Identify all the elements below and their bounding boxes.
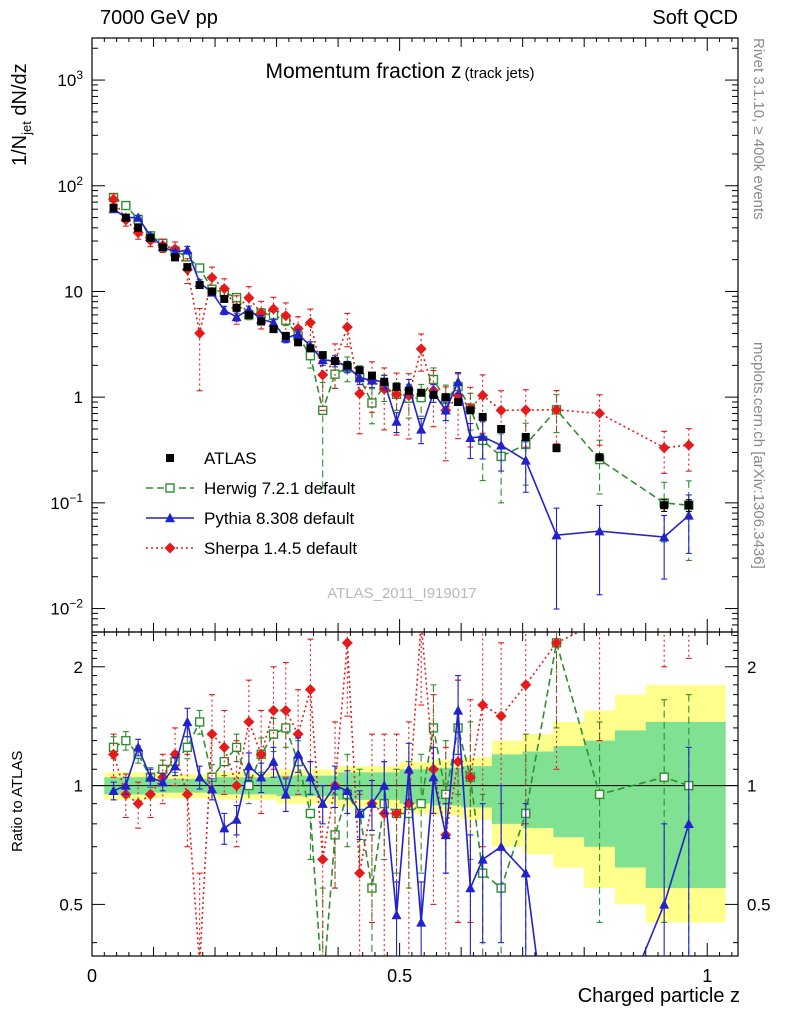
svg-text:102: 102 <box>57 174 83 196</box>
svg-text:10−2: 10−2 <box>50 597 83 619</box>
main-y-axis-title: 1/Njet dN/dz <box>9 63 34 166</box>
svg-text:103: 103 <box>57 68 83 90</box>
chart-layers: 0 0.5 1 10−2 10−1 1 10 102 103 0.5 0.5 1 1 2 2 ATLAS Her… <box>50 37 771 986</box>
svg-text:0.5: 0.5 <box>59 895 83 914</box>
series-herwig <box>108 192 694 562</box>
svg-text:0.5: 0.5 <box>387 966 412 986</box>
plot-title-paren: (track jets) <box>465 65 535 82</box>
header-beam-label: 7000 GeV pp <box>100 7 218 29</box>
svg-text:10: 10 <box>64 282 83 301</box>
legend-label: Sherpa 1.4.5 default <box>204 539 357 558</box>
header-process-label: Soft QCD <box>652 7 738 29</box>
ratio-panel-frame <box>91 631 739 957</box>
svg-text:0: 0 <box>87 966 97 986</box>
legend: ATLAS Herwig 7.2.1 default Pythia 8.308 de… <box>146 449 357 558</box>
series-atlas <box>109 203 693 512</box>
analysis-watermark: ATLAS_2011_I919017 <box>327 585 477 602</box>
mcplots-arxiv-note: mcplots.cern.ch [arXiv:1306.3436] <box>750 342 767 569</box>
svg-text:10−1: 10−1 <box>50 491 83 513</box>
svg-text:1: 1 <box>702 966 712 986</box>
uncertainty-bands <box>104 684 726 923</box>
svg-text:2: 2 <box>747 658 756 677</box>
plot-title: Momentum fraction z (track jets) <box>265 60 534 83</box>
x-axis-title: Charged particle z <box>578 985 740 1007</box>
ratio-y-axis-title: Ratio to ATLAS <box>9 751 26 852</box>
svg-text:0.5: 0.5 <box>747 895 771 914</box>
legend-label: Herwig 7.2.1 default <box>204 479 355 498</box>
svg-text:1: 1 <box>74 777 83 796</box>
main-panel-frame <box>91 37 739 633</box>
svg-text:2: 2 <box>74 658 83 677</box>
svg-text:1: 1 <box>74 388 83 407</box>
plot-title-main: Momentum fraction z <box>265 60 461 83</box>
legend-label: Pythia 8.308 default <box>204 509 355 528</box>
svg-text:1: 1 <box>747 777 756 796</box>
series-sherpa <box>108 193 695 474</box>
rivet-version-note: Rivet 3.1.10, ≥ 400k events <box>750 38 767 220</box>
series-pythia <box>108 675 694 956</box>
legend-label: ATLAS <box>204 449 257 468</box>
